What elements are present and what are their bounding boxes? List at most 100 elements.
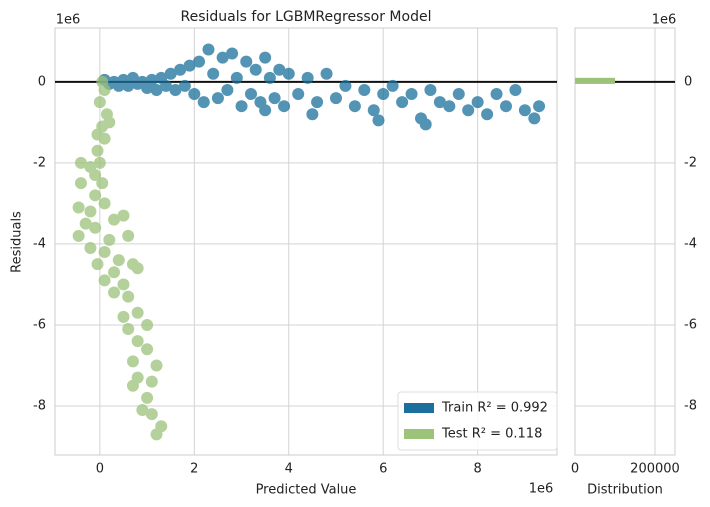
- point: [452, 88, 465, 101]
- point: [226, 47, 239, 60]
- point: [490, 88, 503, 101]
- point: [301, 71, 314, 84]
- point: [103, 233, 116, 246]
- x-tick-label: 2: [190, 462, 198, 477]
- y-tick-label: -2: [684, 155, 697, 170]
- hist-bar: [575, 77, 615, 84]
- x-axis-label: Distribution: [587, 483, 663, 498]
- point: [367, 104, 380, 117]
- point: [443, 100, 456, 113]
- point: [89, 189, 102, 202]
- point: [358, 83, 371, 96]
- point: [244, 88, 257, 101]
- point: [117, 209, 130, 222]
- point: [211, 92, 224, 105]
- point: [103, 116, 116, 129]
- legend-label: Test R² = 0.118: [441, 427, 542, 442]
- point: [91, 128, 104, 141]
- y-tick-label: -6: [684, 317, 697, 332]
- legend-box: [397, 391, 558, 451]
- x-tick-label: 200000: [630, 462, 680, 477]
- point: [131, 262, 144, 275]
- point: [89, 221, 102, 234]
- point: [131, 306, 144, 319]
- point: [122, 323, 135, 336]
- point: [145, 408, 158, 421]
- legend-swatch: [404, 429, 434, 439]
- point: [372, 114, 385, 127]
- point: [117, 310, 130, 323]
- y-axis-label: Residuals: [10, 211, 25, 273]
- point: [202, 43, 215, 56]
- point: [112, 254, 125, 267]
- point: [84, 160, 97, 173]
- y-offset-label: 1e6: [652, 13, 677, 28]
- point: [122, 290, 135, 303]
- point: [126, 379, 139, 392]
- y-tick-label: -4: [33, 236, 46, 251]
- x-tick-label: 0: [571, 462, 579, 477]
- point: [509, 83, 522, 96]
- point: [141, 318, 154, 331]
- point: [91, 144, 104, 157]
- point: [169, 83, 182, 96]
- point: [141, 343, 154, 356]
- point: [150, 83, 163, 96]
- point: [178, 79, 191, 92]
- point: [84, 241, 97, 254]
- point: [150, 428, 163, 441]
- point: [79, 217, 92, 230]
- point: [108, 266, 121, 279]
- point: [528, 112, 541, 125]
- point: [273, 63, 286, 76]
- point: [188, 88, 201, 101]
- point: [197, 96, 210, 109]
- point: [533, 100, 546, 113]
- point: [481, 108, 494, 121]
- y-tick-label: -8: [684, 398, 697, 413]
- point: [348, 100, 361, 113]
- x-tick-label: 4: [285, 462, 293, 477]
- y-tick-label: -8: [33, 398, 46, 413]
- point: [98, 274, 111, 287]
- point: [292, 88, 305, 101]
- plot-frame: [54, 27, 558, 456]
- point: [259, 51, 272, 64]
- point: [108, 213, 121, 226]
- point: [240, 55, 253, 68]
- point: [235, 100, 248, 113]
- point: [183, 59, 196, 72]
- point: [72, 229, 85, 242]
- point: [499, 100, 512, 113]
- point: [433, 96, 446, 109]
- point: [462, 104, 475, 117]
- point: [268, 92, 281, 105]
- point: [93, 156, 106, 169]
- point: [518, 104, 531, 117]
- x-tick-label: 8: [474, 462, 482, 477]
- point: [207, 67, 220, 80]
- point: [145, 375, 158, 388]
- y-tick-label: -2: [33, 155, 46, 170]
- point: [396, 96, 409, 109]
- point: [386, 79, 399, 92]
- point: [108, 286, 121, 299]
- point: [98, 197, 111, 210]
- point: [84, 205, 97, 218]
- x-tick-label: 6: [379, 462, 387, 477]
- point: [131, 335, 144, 348]
- x-tick-label: 0: [96, 462, 104, 477]
- point: [193, 55, 206, 68]
- x-offset-label: 1e6: [529, 482, 554, 497]
- point: [263, 71, 276, 84]
- point: [405, 88, 418, 101]
- point: [126, 355, 139, 368]
- point: [221, 83, 234, 96]
- point: [98, 83, 111, 96]
- plot-frame: [574, 27, 676, 456]
- point: [136, 404, 149, 417]
- point: [471, 96, 484, 109]
- point: [278, 100, 291, 113]
- point: [91, 258, 104, 271]
